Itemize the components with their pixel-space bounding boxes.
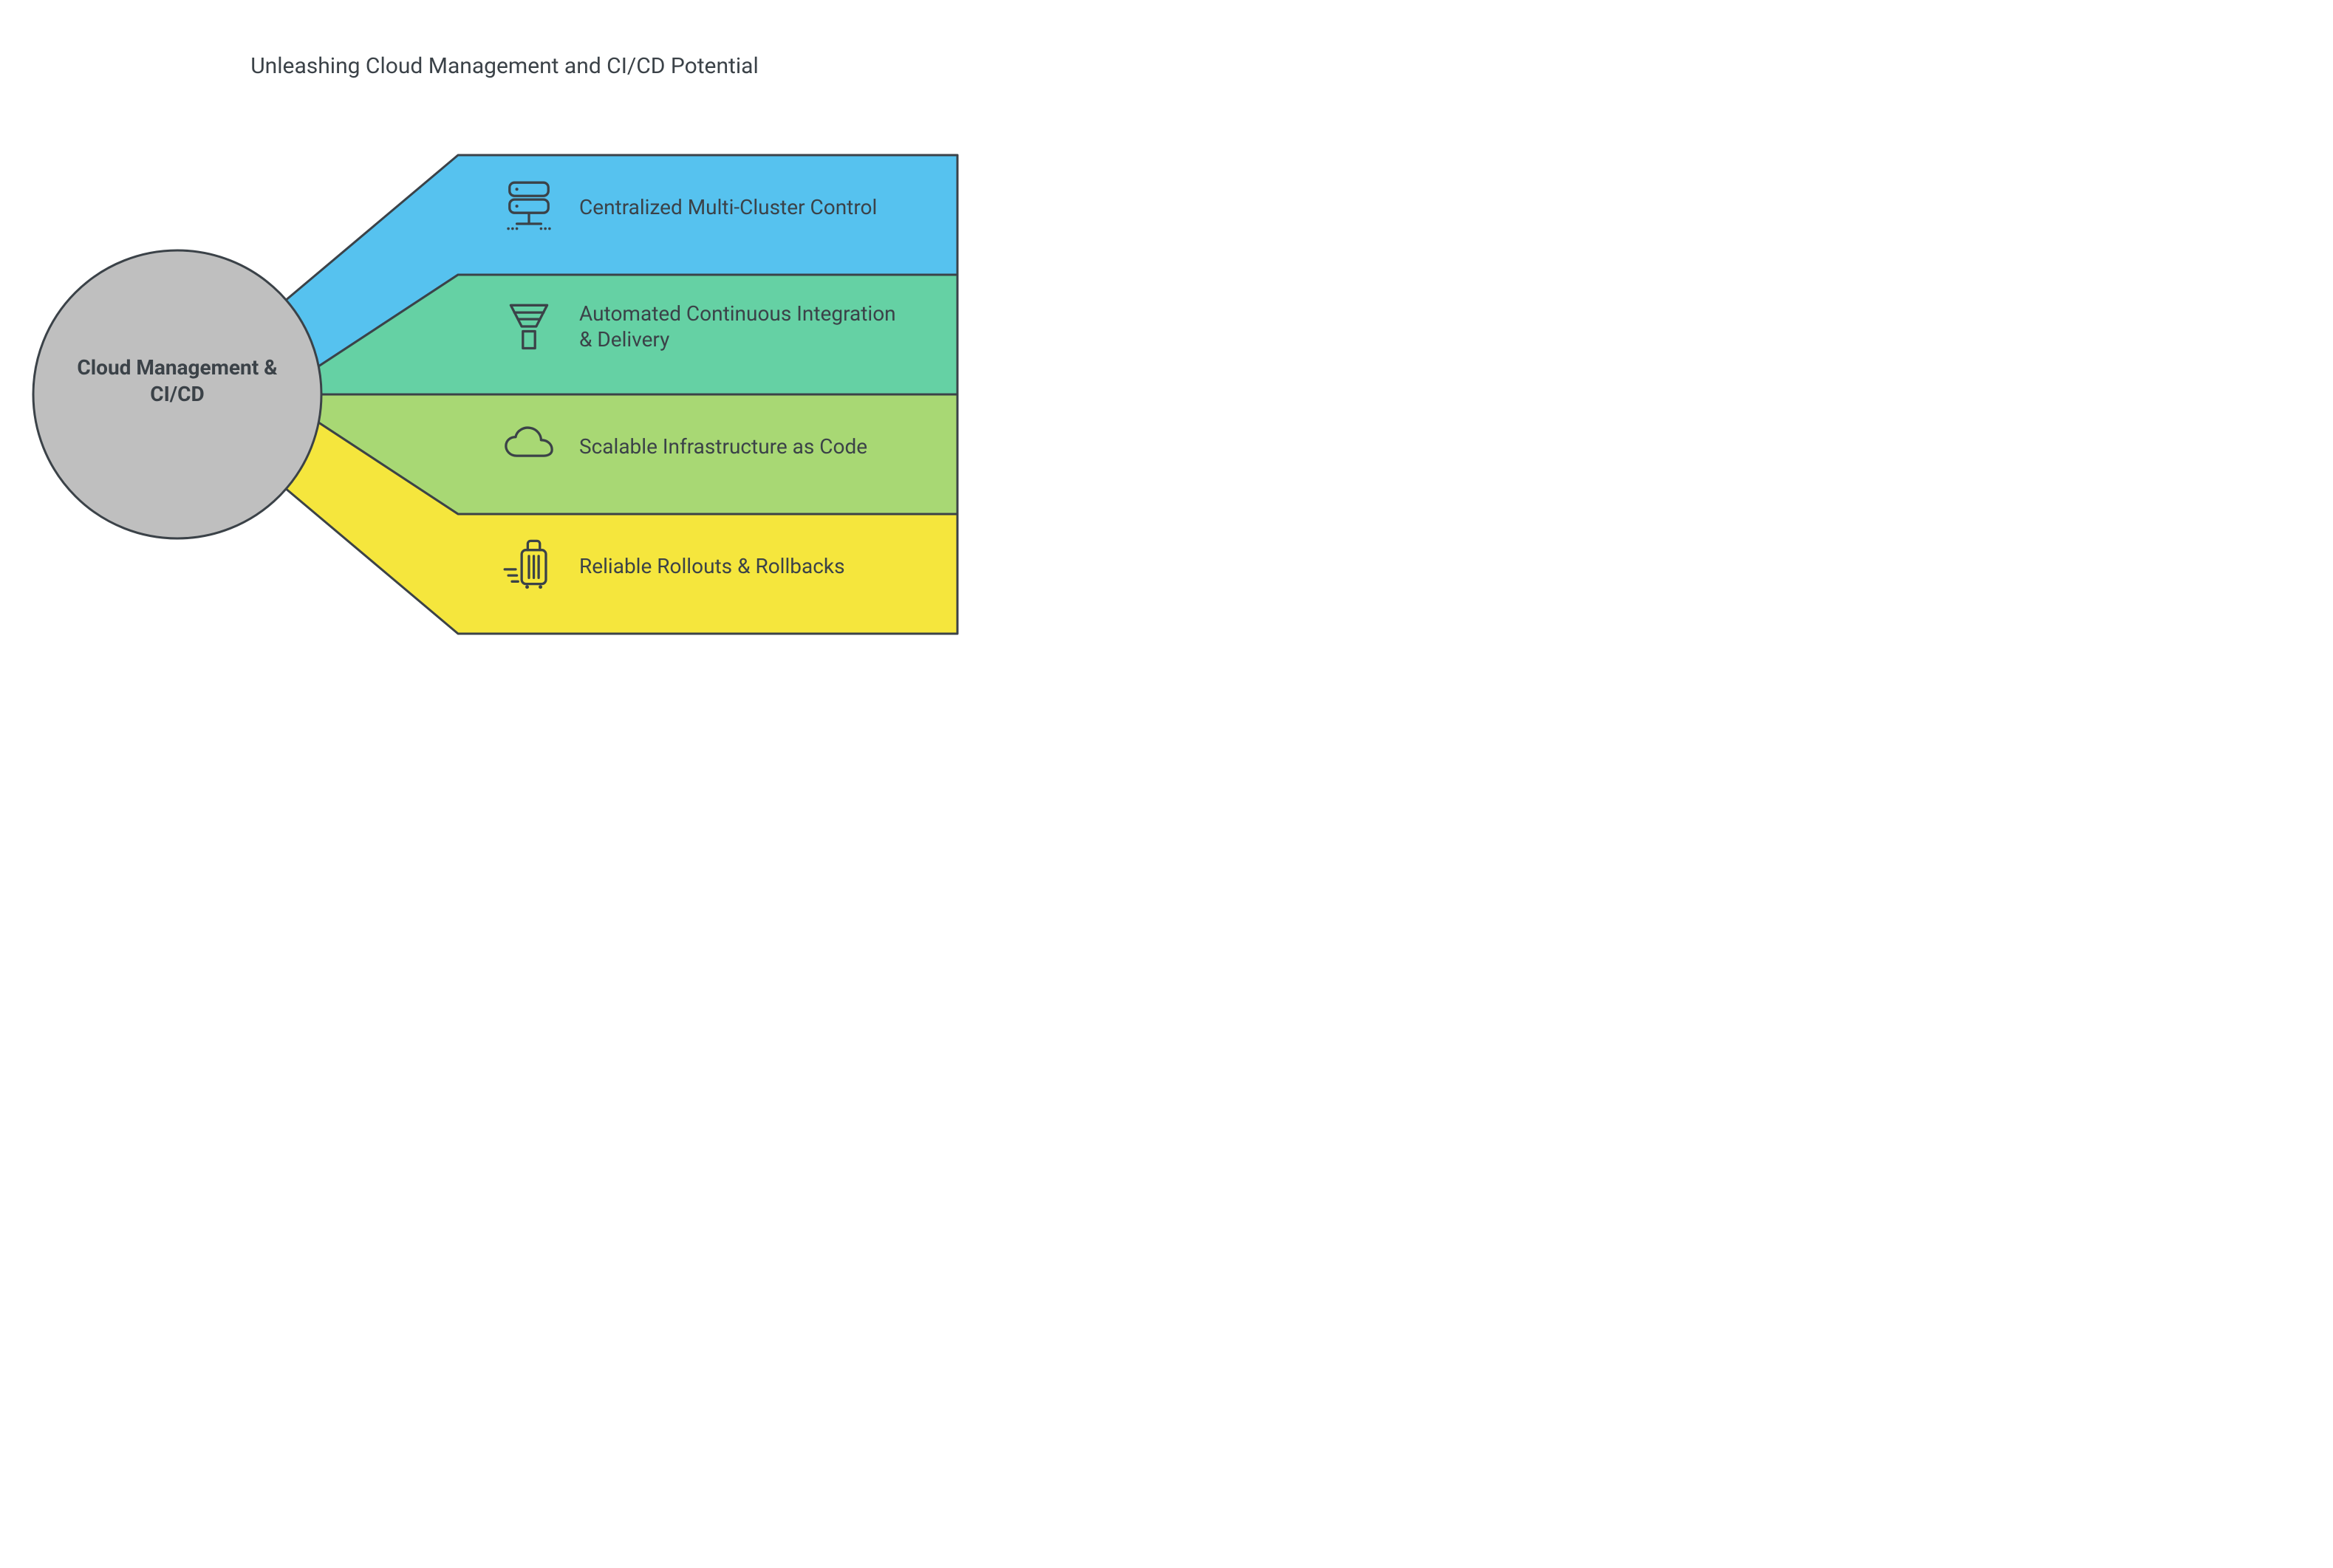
branch-label: Reliable Rollouts & Rollbacks [579, 553, 845, 579]
hub-label: Cloud Management & CI/CD [74, 355, 281, 408]
branch-row: Automated Continuous Integration & Deliv… [492, 275, 904, 378]
branch-row: Reliable Rollouts & Rollbacks [492, 514, 845, 617]
branch-label: Automated Continuous Integration & Deliv… [579, 301, 904, 352]
funnel-icon [492, 290, 566, 363]
branch-label: Centralized Multi-Cluster Control [579, 194, 877, 220]
branch-label: Scalable Infrastructure as Code [579, 434, 867, 459]
branch-row: Scalable Infrastructure as Code [492, 394, 867, 498]
cloud-icon [492, 409, 566, 483]
server-rack-icon [492, 170, 566, 244]
branch-row: Centralized Multi-Cluster Control [492, 155, 877, 259]
luggage-icon [492, 529, 566, 603]
